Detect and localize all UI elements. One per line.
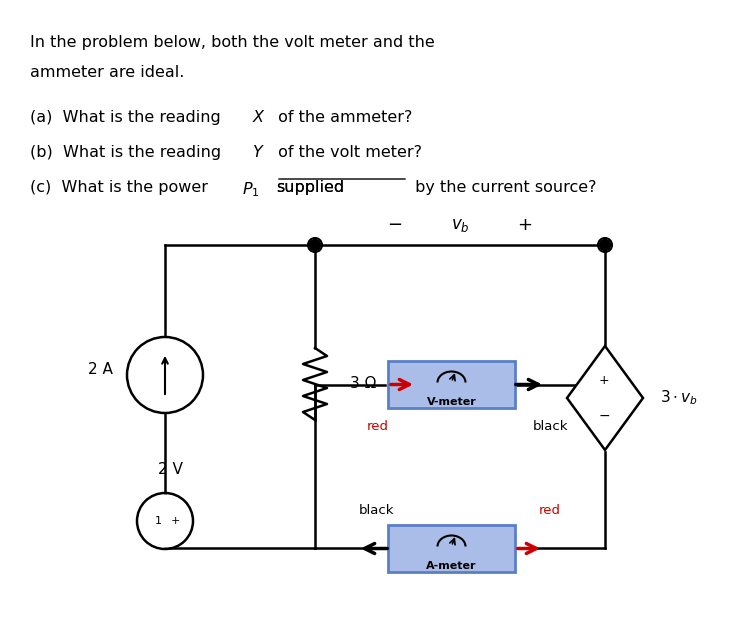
Text: Y: Y [253, 145, 263, 160]
Circle shape [310, 239, 321, 250]
Text: supplied: supplied [276, 180, 344, 195]
Text: +: + [599, 373, 609, 386]
Text: 3 Ω: 3 Ω [350, 376, 376, 391]
Text: red: red [367, 420, 389, 433]
Text: 2 V: 2 V [158, 461, 182, 477]
Text: V-meter: V-meter [427, 397, 476, 407]
FancyBboxPatch shape [388, 525, 515, 572]
Text: black: black [358, 504, 393, 517]
Text: ammeter are ideal.: ammeter are ideal. [30, 65, 185, 80]
Text: +: + [170, 516, 179, 526]
Text: $3 \cdot v_b$: $3 \cdot v_b$ [660, 389, 698, 407]
Text: X: X [253, 110, 264, 125]
Text: In the problem below, both the volt meter and the: In the problem below, both the volt mete… [30, 35, 435, 50]
Circle shape [139, 495, 191, 547]
Circle shape [129, 339, 201, 411]
Text: $v_b$: $v_b$ [451, 216, 469, 234]
Text: −: − [598, 409, 610, 423]
Text: +: + [517, 216, 533, 234]
Text: 1: 1 [155, 516, 162, 526]
Text: 2 A: 2 A [87, 363, 113, 378]
FancyBboxPatch shape [388, 361, 515, 408]
Text: $P_1$: $P_1$ [242, 180, 259, 198]
Polygon shape [567, 346, 643, 450]
Text: of the ammeter?: of the ammeter? [273, 110, 413, 125]
Text: (b)  What is the reading: (b) What is the reading [30, 145, 226, 160]
Circle shape [310, 239, 321, 250]
Circle shape [599, 239, 611, 250]
Text: by the current source?: by the current source? [410, 180, 597, 195]
Text: of the volt meter?: of the volt meter? [273, 145, 422, 160]
Text: supplied: supplied [276, 180, 344, 195]
Text: (a)  What is the reading: (a) What is the reading [30, 110, 226, 125]
Circle shape [599, 239, 611, 250]
Text: red: red [539, 504, 561, 517]
Text: A-meter: A-meter [426, 561, 476, 571]
Text: black: black [532, 420, 568, 433]
Text: −: − [388, 216, 402, 234]
Text: (c)  What is the power: (c) What is the power [30, 180, 213, 195]
